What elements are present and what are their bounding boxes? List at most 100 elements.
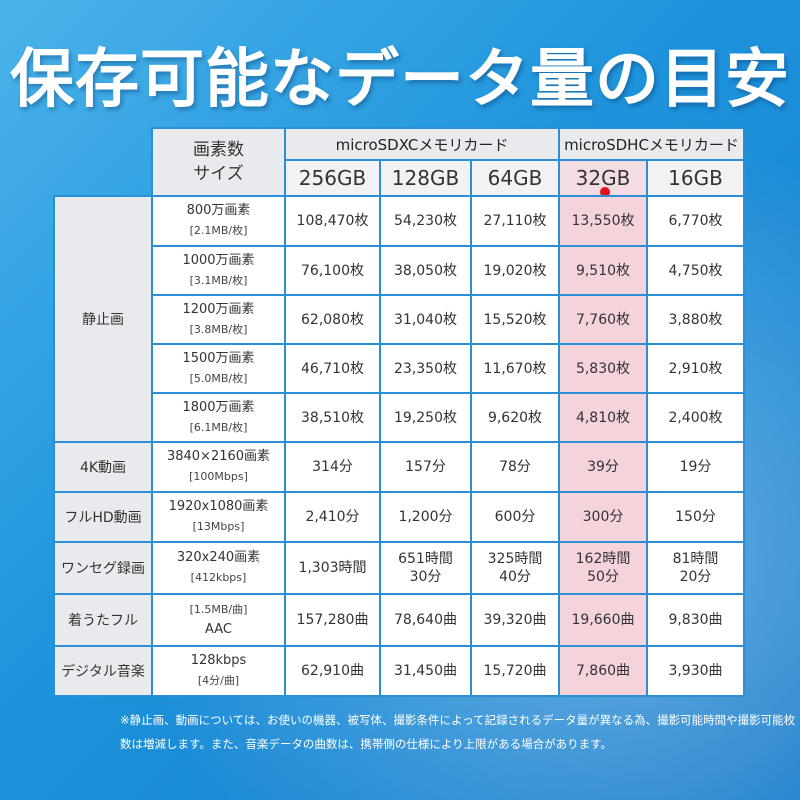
value-cell-highlight: 7,860曲: [558, 645, 648, 697]
size-label: サイズ: [193, 164, 244, 184]
table-row: デジタル音楽 128kbps [4分/曲] 62,910曲 31,450曲 15,…: [53, 645, 745, 697]
capacity-32gb-label: 32GB: [575, 166, 631, 190]
capacity-32gb: 32GB: [558, 159, 648, 197]
capacity-256gb: 256GB: [284, 159, 381, 197]
table-row: 着うたフル [1.5MB/曲] AAC 157,280曲 78,640曲 39,3…: [53, 593, 745, 647]
resolution-sub: [412kbps]: [190, 571, 247, 584]
corner-empty: [54, 128, 152, 196]
capacity-table: 画素数 サイズ microSDXCメモリカード microSDHCメモリカード …: [53, 127, 745, 697]
resolution-sub: [4分/曲]: [197, 674, 240, 687]
value-cell: 1,200分: [379, 491, 472, 543]
resolution-cell: 128kbps [4分/曲]: [151, 645, 286, 697]
resolution-label: [1.5MB/曲]: [189, 603, 248, 616]
value-cell: 78分: [470, 441, 560, 493]
value-cell: 9,830曲: [646, 593, 745, 647]
sdhc-group-header: microSDHCメモリカード: [558, 127, 745, 161]
value-cell: 23,350枚: [379, 343, 472, 394]
pixel-label: 画素数: [193, 140, 244, 160]
value-line1: 162時間: [575, 551, 631, 567]
capacity-64gb: 64GB: [470, 159, 560, 197]
value-cell-highlight: 9,510枚: [558, 245, 648, 296]
value-cell: 27,110枚: [470, 195, 560, 247]
resolution-cell: [1.5MB/曲] AAC: [151, 593, 286, 647]
table-row: フルHD動画 1920x1080画素 [13Mbps] 2,410分 1,200分…: [53, 491, 745, 543]
value-line1: 81時間: [672, 551, 719, 567]
resolution-label: 1800万画素: [182, 399, 255, 415]
resolution-sub: [2.1MB/枚]: [189, 224, 248, 237]
resolution-label: 320x240画素: [176, 550, 261, 565]
value-line1: 325時間: [487, 551, 543, 567]
table-row: 1800万画素 [6.1MB/枚] 38,510枚 19,250枚 9,620枚 …: [54, 392, 745, 443]
resolution-cell: 3840×2160画素 [100Mbps]: [151, 441, 286, 493]
capacity-16gb: 16GB: [646, 159, 745, 197]
resolution-sub: [13Mbps]: [192, 520, 245, 533]
value-cell: 157分: [379, 441, 472, 493]
category-oneseg: ワンセグ録画: [53, 541, 153, 595]
value-cell-highlight: 162時間 50分: [558, 541, 648, 595]
sdxc-group-header: microSDXCメモリカード: [284, 127, 560, 161]
table-row: 1500万画素 [5.0MB/枚] 46,710枚 23,350枚 11,670枚…: [54, 343, 745, 394]
value-cell: 62,910曲: [284, 645, 381, 697]
value-cell: 1,303時間: [284, 541, 381, 595]
resolution-cell: 1920x1080画素 [13Mbps]: [151, 491, 286, 543]
value-cell: 38,510枚: [284, 392, 381, 443]
value-line1: 1,303時間: [298, 560, 367, 576]
value-cell: 2,400枚: [646, 392, 745, 443]
value-cell: 4,750枚: [646, 245, 745, 296]
value-line2: 40分: [499, 569, 531, 585]
resolution-sub: [100Mbps]: [189, 470, 248, 483]
value-cell-highlight: 300分: [558, 491, 648, 543]
value-cell: 31,450曲: [379, 645, 472, 697]
value-cell: 9,620枚: [470, 392, 560, 443]
resolution-label: 1200万画素: [182, 301, 255, 317]
capacity-128gb: 128GB: [379, 159, 472, 197]
resolution-label: 800万画素: [186, 203, 251, 218]
value-cell-highlight: 39分: [558, 441, 648, 493]
category-chaku: 着うたフル: [53, 593, 153, 647]
resolution-cell: 320x240画素 [412kbps]: [151, 541, 286, 595]
value-cell: 2,410分: [284, 491, 381, 543]
value-line2: 30分: [409, 569, 442, 585]
value-cell-highlight: 19,660曲: [558, 593, 648, 647]
value-cell: 19分: [646, 441, 745, 493]
value-cell: 3,880枚: [646, 294, 745, 345]
resolution-cell: 1200万画素 [3.8MB/枚]: [151, 294, 286, 345]
resolution-sub: [6.1MB/枚]: [189, 420, 248, 434]
value-cell: 6,770枚: [646, 195, 745, 247]
value-cell: 38,050枚: [379, 245, 472, 296]
value-line1: 651時間: [398, 551, 453, 567]
table-row: ワンセグ録画 320x240画素 [412kbps] 1,303時間 651時間 3…: [53, 541, 745, 595]
value-cell: 19,020枚: [470, 245, 560, 296]
resolution-cell: 1500万画素 [5.0MB/枚]: [151, 343, 286, 394]
footnote: ※静止画、動画については、お使いの機器、被写体、撮影条件によって記録されるデータ…: [120, 713, 796, 751]
value-cell: 54,230枚: [379, 195, 472, 247]
resolution-label: 3840×2160画素: [166, 449, 271, 464]
value-cell: 314分: [284, 441, 381, 493]
value-cell: 76,100枚: [284, 245, 381, 296]
category-4k: 4K動画: [53, 441, 153, 493]
value-line2: 20分: [679, 569, 712, 585]
value-cell: 15,720曲: [470, 645, 560, 697]
resolution-cell: 1000万画素 [3.1MB/枚]: [151, 245, 286, 296]
value-cell: 39,320曲: [470, 593, 560, 647]
value-cell: 31,040枚: [379, 294, 472, 345]
resolution-sub: [5.0MB/枚]: [189, 371, 248, 385]
value-cell: 81時間 20分: [646, 541, 745, 595]
category-fullhd: フルHD動画: [53, 491, 153, 543]
resolution-cell: 800万画素 [2.1MB/枚]: [151, 195, 286, 247]
category-music: デジタル音楽: [53, 645, 153, 697]
value-cell: 78,640曲: [379, 593, 472, 647]
value-cell-highlight: 13,550枚: [558, 195, 648, 247]
value-cell: 325時間 40分: [470, 541, 560, 595]
value-cell: 46,710枚: [284, 343, 381, 394]
table-row: 1200万画素 [3.8MB/枚] 62,080枚 31,040枚 15,520枚…: [54, 294, 745, 345]
table-row: 静止画 800万画素 [2.1MB/枚] 108,470枚 54,230枚 27,…: [53, 195, 745, 443]
red-dot-marker: [600, 187, 610, 194]
value-cell: 19,250枚: [379, 392, 472, 443]
resolution-sub: [3.8MB/枚]: [189, 322, 248, 336]
value-cell-highlight: 5,830枚: [558, 343, 648, 394]
value-cell: 108,470枚: [284, 195, 381, 247]
pixel-size-header: 画素数 サイズ: [151, 127, 286, 197]
value-cell-highlight: 4,810枚: [558, 392, 648, 443]
resolution-sub: [3.1MB/枚]: [189, 273, 248, 287]
